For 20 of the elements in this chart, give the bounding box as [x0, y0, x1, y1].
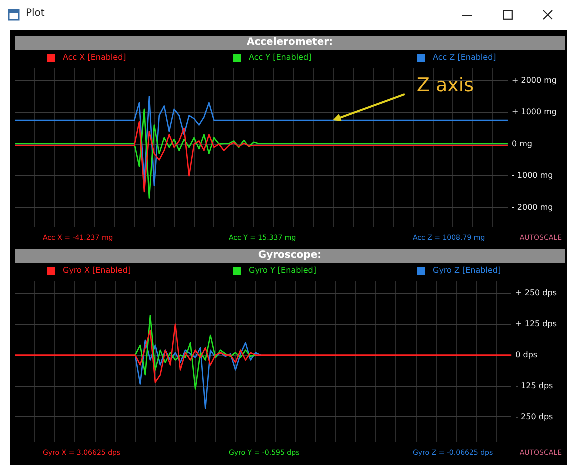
- y-tick-label: - 1000 mg: [512, 171, 554, 180]
- legend-label: Acc Y [Enabled]: [249, 53, 312, 62]
- legend-label: Gyro X [Enabled]: [63, 266, 132, 275]
- chart-title: Accelerometer:: [15, 36, 565, 50]
- y-tick-label: - 125 dps: [516, 381, 554, 390]
- text: Plot: [26, 8, 45, 19]
- y-tick-label: + 250 dps: [516, 288, 558, 298]
- y-tick-label: - 2000 mg: [512, 203, 554, 212]
- legend-label: Acc Z [Enabled]: [433, 53, 496, 62]
- y-tick-label: - 250 dps: [516, 412, 554, 422]
- legend-label: Acc X [Enabled]: [63, 53, 126, 62]
- chart-title: Gyroscope:: [15, 249, 565, 263]
- y-tick-label: + 2000 mg: [512, 76, 558, 85]
- y-tick-label: 0 mg: [512, 139, 532, 148]
- y-tick-label: + 1000 mg: [512, 108, 558, 117]
- legend-label: Gyro Y [Enabled]: [249, 266, 316, 275]
- y-tick-label: 0 dps: [516, 350, 538, 360]
- legend-label: Gyro Z [Enabled]: [433, 266, 502, 275]
- annotation: Z axis: [416, 74, 474, 96]
- y-tick-label: + 125 dps: [516, 319, 558, 328]
